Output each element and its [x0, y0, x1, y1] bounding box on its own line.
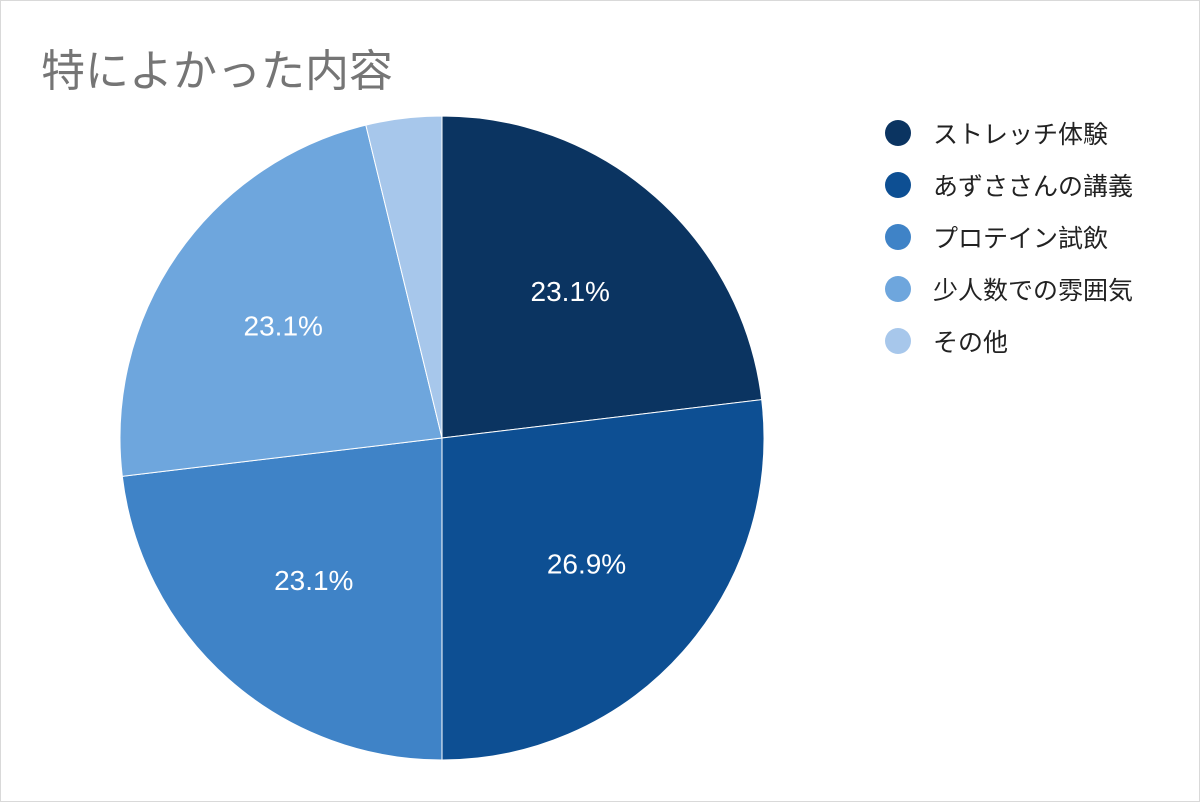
pie-slice-other[interactable]: [365, 115, 443, 439]
legend-item-other[interactable]: その他: [885, 315, 1133, 367]
legend-swatch-icon: [885, 224, 911, 250]
legend-label: プロテイン試飲: [933, 224, 1109, 253]
pie-slice-protein[interactable]: [121, 437, 443, 761]
legend-swatch-icon: [885, 328, 911, 354]
slice-value-label: 26.9%: [547, 549, 626, 580]
pie-slice-atmosphere[interactable]: [119, 124, 443, 477]
slice-value-label: 23.1%: [274, 565, 353, 596]
legend-label: 少人数での雰囲気: [933, 276, 1134, 305]
legend-item-stretch[interactable]: ストレッチ体験: [885, 107, 1133, 159]
legend-item-lecture[interactable]: あずささんの講義: [885, 159, 1133, 211]
chart-title: 特によかった内容: [41, 46, 393, 97]
legend-label: あずささんの講義: [933, 172, 1134, 201]
chart-legend: ストレッチ体験 あずささんの講義 プロテイン試飲 少人数での雰囲気 その他: [885, 107, 1133, 367]
legend-item-protein[interactable]: プロテイン試飲: [885, 211, 1133, 263]
legend-label: ストレッチ体験: [933, 120, 1109, 149]
legend-item-atmosphere[interactable]: 少人数での雰囲気: [885, 263, 1133, 315]
legend-swatch-icon: [885, 276, 911, 302]
pie-slice-lecture[interactable]: [441, 399, 765, 761]
pie-slice-stretch[interactable]: [441, 115, 763, 439]
legend-swatch-icon: [885, 120, 911, 146]
legend-label: その他: [933, 328, 1009, 357]
slice-value-label: 23.1%: [531, 276, 610, 307]
slice-value-label: 23.1%: [244, 310, 323, 341]
legend-swatch-icon: [885, 172, 911, 198]
